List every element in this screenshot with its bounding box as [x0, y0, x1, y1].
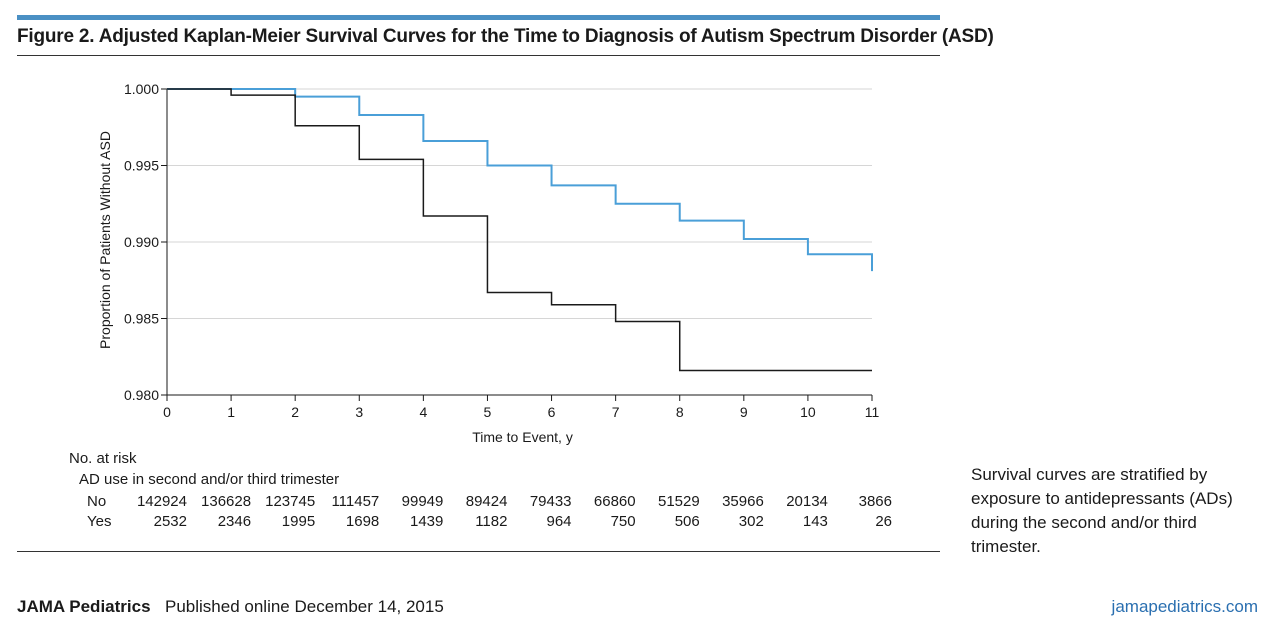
- x-tick-label: 6: [548, 404, 556, 420]
- risk-table-cell: 79433: [529, 493, 572, 510]
- x-tick-label: 8: [676, 404, 684, 420]
- title-divider: [17, 55, 940, 56]
- risk-table-cell: 964: [546, 513, 572, 530]
- risk-table-subheading: AD use in second and/or third trimester: [79, 471, 340, 488]
- risk-table-cell: 1439: [409, 513, 444, 530]
- x-tick-label: 9: [740, 404, 748, 420]
- risk-table-cell: 506: [674, 513, 700, 530]
- title-accent-bar: [17, 15, 940, 20]
- risk-table-cell: 99949: [401, 493, 444, 510]
- survival-curve-0: [167, 88, 873, 272]
- x-tick-label: 5: [484, 404, 492, 420]
- publication-date: Published online December 14, 2015: [165, 597, 444, 616]
- y-axis-label: Proportion of Patients Without ASD: [97, 131, 113, 349]
- risk-table-cell: 26: [875, 513, 892, 530]
- y-tick-label: 0.995: [124, 158, 159, 174]
- journal-name: JAMA Pediatrics: [17, 597, 151, 616]
- risk-table-cell: 3866: [858, 493, 892, 510]
- risk-row-label: Yes: [87, 513, 112, 530]
- y-tick-label: 0.985: [124, 311, 159, 327]
- y-tick-label: 0.980: [124, 387, 159, 403]
- journal-url-link[interactable]: jamapediatrics.com: [1111, 597, 1258, 616]
- x-tick-label: 7: [612, 404, 620, 420]
- figure-caption: Survival curves are stratified by exposu…: [971, 465, 1233, 556]
- risk-table-cell: 750: [610, 513, 636, 530]
- risk-table-cell: 35966: [722, 493, 764, 510]
- risk-table-cell: 51529: [658, 493, 700, 510]
- risk-table-cell: 66860: [593, 493, 636, 510]
- figure-bottom-divider: [17, 551, 940, 552]
- risk-table-cell: 302: [738, 513, 764, 530]
- risk-table-cell: 20134: [786, 493, 828, 510]
- x-tick-label: 3: [355, 404, 363, 420]
- risk-table-cell: 142924: [136, 493, 187, 510]
- risk-table-cell: 2346: [217, 513, 252, 530]
- risk-table-cell: 123745: [265, 493, 316, 510]
- risk-table-cell: 111457: [331, 493, 380, 510]
- risk-table-cell: 1698: [345, 513, 380, 530]
- figure-title: Figure 2. Adjusted Kaplan-Meier Survival…: [17, 26, 994, 47]
- survival-curve-1: [167, 88, 872, 372]
- risk-table-cell: 1182: [475, 513, 508, 530]
- x-tick-label: 0: [163, 404, 171, 420]
- x-axis-label: Time to Event, y: [472, 429, 573, 445]
- y-tick-label: 0.990: [124, 234, 159, 250]
- y-tick-label: 1.000: [124, 81, 159, 97]
- risk-table-cell: 136628: [201, 493, 252, 510]
- risk-table-cell: 143: [802, 513, 828, 530]
- x-tick-label: 2: [291, 404, 299, 420]
- risk-row-label: No: [87, 493, 107, 510]
- risk-table-heading: No. at risk: [69, 450, 137, 467]
- x-tick-label: 1: [227, 404, 235, 420]
- x-tick-label: 10: [800, 404, 816, 420]
- x-tick-label: 11: [865, 404, 880, 420]
- risk-table-cell: 89424: [465, 493, 508, 510]
- risk-table-cell: 2532: [153, 513, 187, 530]
- risk-table-cell: 1995: [281, 513, 316, 530]
- x-tick-label: 4: [419, 404, 427, 420]
